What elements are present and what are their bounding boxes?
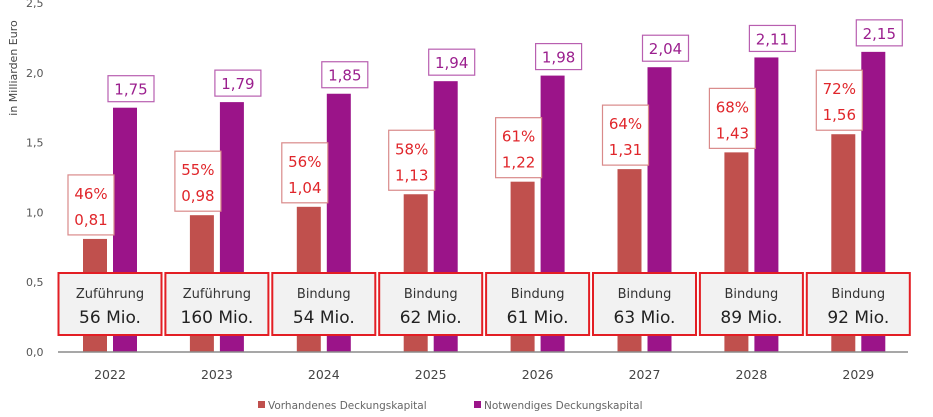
label-box-vorhandenes bbox=[281, 142, 329, 204]
legend-label-vorhandenes: Vorhandenes Deckungskapital bbox=[268, 400, 427, 412]
annotation-box bbox=[698, 272, 804, 336]
data-label-notwendiges: 2,11 bbox=[756, 30, 789, 48]
annotation-box bbox=[592, 272, 697, 336]
x-tick-label: 2024 bbox=[308, 367, 340, 382]
annotation-amount: 89 Mio. bbox=[720, 308, 782, 328]
data-label-vorhandenes: 0,98 bbox=[181, 187, 214, 205]
data-label-vorhandenes: 1,04 bbox=[288, 179, 321, 197]
x-tick-label: 2027 bbox=[629, 367, 661, 382]
data-label-notwendiges: 1,94 bbox=[435, 54, 468, 72]
legend-swatch-vorhandenes bbox=[258, 401, 265, 408]
annotation-box bbox=[378, 272, 484, 336]
data-label-notwendiges: 1,98 bbox=[542, 49, 575, 67]
percent-label: 61% bbox=[502, 128, 535, 146]
y-axis-ticks: 0,0 0,5 1,0 1,5 2,0 2,5 bbox=[26, 0, 44, 359]
annotation-amount: 54 Mio. bbox=[293, 308, 355, 328]
label-box-vorhandenes bbox=[388, 129, 436, 191]
label-box-vorhandenes bbox=[67, 174, 115, 236]
annotation-amount: 62 Mio. bbox=[400, 308, 462, 328]
annotation-type: Zuführung bbox=[183, 287, 251, 302]
label-box-notwendiges bbox=[321, 61, 369, 89]
data-label-vorhandenes: 1,13 bbox=[395, 166, 428, 184]
annotation-type: Bindung bbox=[511, 287, 565, 302]
label-box-notwendiges bbox=[107, 75, 155, 103]
data-label-vorhandenes: 1,31 bbox=[609, 141, 642, 159]
annotation-amount: 56 Mio. bbox=[79, 308, 141, 328]
annotation-type: Bindung bbox=[404, 287, 458, 302]
y-tick-label: 2,5 bbox=[26, 0, 44, 10]
label-box-notwendiges bbox=[534, 42, 583, 71]
label-box-vorhandenes bbox=[708, 87, 757, 149]
data-label-vorhandenes: 1,22 bbox=[502, 154, 535, 172]
data-label-notwendiges: 1,85 bbox=[328, 67, 361, 85]
data-label-vorhandenes: 0,81 bbox=[74, 211, 107, 229]
data-label-notwendiges: 1,75 bbox=[114, 81, 147, 99]
y-tick-label: 1,5 bbox=[26, 137, 44, 150]
percent-label: 58% bbox=[395, 140, 428, 158]
label-box-vorhandenes bbox=[815, 69, 863, 131]
legend: Vorhandenes Deckungskapital Notwendiges … bbox=[258, 400, 643, 412]
annotation-amount: 63 Mio. bbox=[614, 308, 676, 328]
annotation-box bbox=[805, 272, 911, 336]
annotation-type: Bindung bbox=[297, 287, 351, 302]
y-axis-label: in Milliarden Euro bbox=[7, 20, 20, 116]
annotation-box bbox=[271, 272, 377, 336]
label-box-vorhandenes bbox=[495, 117, 543, 179]
label-box-vorhandenes bbox=[174, 150, 222, 212]
label-box-vorhandenes bbox=[601, 104, 650, 166]
annotation-type: Zuführung bbox=[76, 287, 144, 302]
y-tick-label: 0,0 bbox=[26, 346, 44, 359]
data-label-vorhandenes: 1,56 bbox=[823, 106, 856, 124]
data-label-notwendiges: 2,04 bbox=[649, 40, 682, 58]
x-tick-label: 2022 bbox=[94, 367, 126, 382]
x-tick-label: 2023 bbox=[201, 367, 233, 382]
x-tick-label: 2025 bbox=[415, 367, 447, 382]
label-box-notwendiges bbox=[641, 34, 690, 62]
label-box-notwendiges bbox=[855, 19, 903, 47]
legend-swatch-notwendiges bbox=[474, 401, 481, 408]
value-labels: 1,75 46% 0,81 1,79 55% 0,98 1,85 56% 1,04 1,94 58%… bbox=[67, 19, 903, 236]
label-box-notwendiges bbox=[748, 24, 797, 53]
percent-label: 72% bbox=[823, 80, 856, 98]
data-label-notwendiges: 2,15 bbox=[863, 25, 896, 43]
percent-label: 68% bbox=[716, 98, 749, 116]
annotation-box bbox=[164, 272, 270, 336]
annotation-amount: 160 Mio. bbox=[181, 308, 254, 328]
percent-label: 55% bbox=[181, 161, 214, 179]
x-tick-label: 2028 bbox=[735, 367, 767, 382]
x-tick-label: 2029 bbox=[842, 367, 874, 382]
annotation-type: Bindung bbox=[618, 287, 672, 302]
label-box-notwendiges bbox=[428, 48, 476, 76]
annotation-amount: 92 Mio. bbox=[827, 308, 889, 328]
y-tick-label: 2,0 bbox=[26, 67, 44, 80]
legend-label-notwendiges: Notwendiges Deckungskapital bbox=[484, 400, 643, 412]
annotation-amount: 61 Mio. bbox=[507, 308, 569, 328]
annotation-type: Bindung bbox=[725, 287, 779, 302]
percent-label: 64% bbox=[609, 115, 642, 133]
data-label-vorhandenes: 1,43 bbox=[716, 124, 749, 142]
percent-label: 46% bbox=[74, 185, 107, 203]
y-tick-label: 1,0 bbox=[26, 206, 44, 219]
annotation-box bbox=[57, 272, 163, 336]
annotation-box bbox=[485, 272, 591, 336]
data-label-notwendiges: 1,79 bbox=[221, 75, 254, 93]
y-tick-label: 0,5 bbox=[26, 276, 44, 289]
annotation-boxes: Zuführung 56 Mio. Zuführung 160 Mio. Bindung… bbox=[57, 272, 911, 336]
percent-label: 56% bbox=[288, 153, 321, 171]
x-tick-label: 2026 bbox=[522, 367, 554, 382]
annotation-type: Bindung bbox=[831, 287, 885, 302]
x-axis-ticks: 2022 2023 2024 2025 2026 2027 2028 2029 bbox=[94, 367, 874, 382]
label-box-notwendiges bbox=[214, 69, 262, 97]
